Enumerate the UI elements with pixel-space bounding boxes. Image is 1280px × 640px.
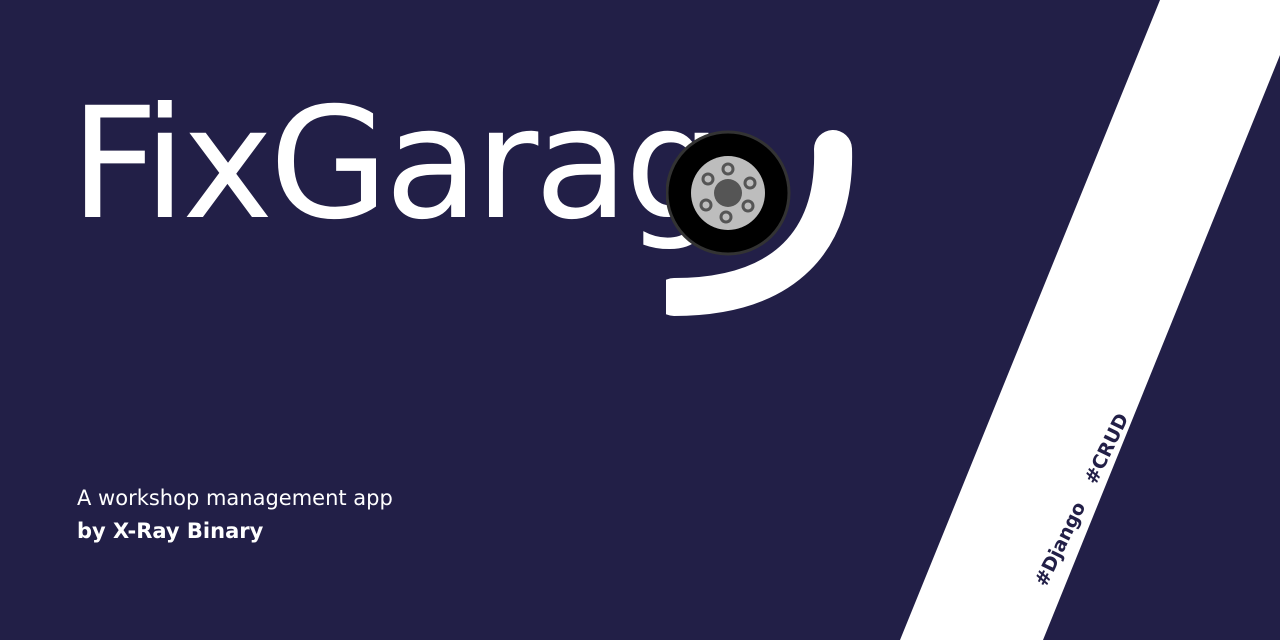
car-wheel-icon xyxy=(666,130,853,316)
tagline: A workshop management app xyxy=(77,486,393,510)
author-byline: by X-Ray Binary xyxy=(77,519,264,543)
logo-wordmark: FixGarag xyxy=(70,75,722,254)
